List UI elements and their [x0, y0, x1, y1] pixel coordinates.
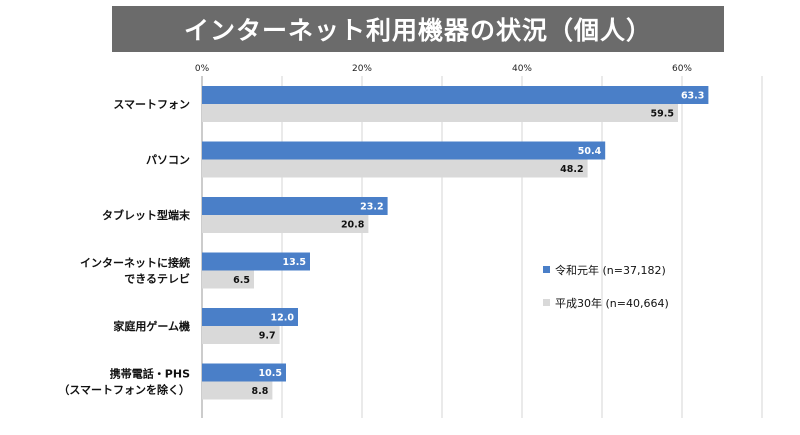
data-label: 63.3 — [681, 91, 704, 102]
x-tick-label: 0% — [195, 64, 210, 74]
data-label: 50.4 — [578, 146, 602, 157]
legend-swatch — [543, 299, 550, 306]
category-label: パソコン — [146, 154, 190, 167]
legend-swatch — [543, 266, 550, 273]
legend-label: 令和元年 (n=37,182) — [555, 263, 666, 277]
data-label: 20.8 — [341, 220, 365, 231]
chart-title: インターネット利用機器の状況（個人） — [183, 16, 652, 45]
bar — [202, 363, 286, 382]
data-label: 48.2 — [560, 164, 583, 175]
bar — [202, 252, 310, 271]
data-label: 9.7 — [259, 331, 276, 342]
data-label: 8.8 — [252, 386, 269, 397]
chart-title-bar: インターネット利用機器の状況（個人） — [112, 6, 724, 52]
data-label: 6.5 — [233, 275, 250, 286]
bar — [202, 104, 678, 122]
category-label: インターネットに接続 — [80, 256, 190, 270]
x-tick-label: 60% — [672, 64, 692, 74]
bar — [202, 381, 273, 400]
category-label: できるテレビ — [124, 272, 190, 286]
category-label: （スマートフォンを除く） — [58, 383, 190, 397]
data-label: 10.5 — [259, 368, 282, 379]
category-label: 携帯電話・PHS — [110, 367, 190, 381]
x-tick-label: 40% — [512, 64, 532, 74]
bar — [202, 215, 369, 233]
data-label: 13.5 — [283, 257, 306, 268]
category-label: スマートフォン — [113, 98, 190, 111]
legend-label: 平成30年 (n=40,664) — [555, 296, 669, 310]
bar — [202, 197, 388, 215]
category-label: 家庭用ゲーム機 — [113, 319, 190, 333]
data-label: 59.5 — [651, 109, 674, 120]
bar — [202, 86, 709, 104]
x-tick-label: 20% — [352, 64, 372, 74]
bar — [202, 308, 298, 326]
bar — [202, 159, 588, 178]
data-label: 12.0 — [271, 313, 295, 324]
data-label: 23.2 — [360, 202, 383, 213]
bar — [202, 270, 254, 289]
bar — [202, 326, 280, 344]
bar — [202, 141, 606, 160]
category-label: タブレット型端末 — [102, 208, 191, 222]
